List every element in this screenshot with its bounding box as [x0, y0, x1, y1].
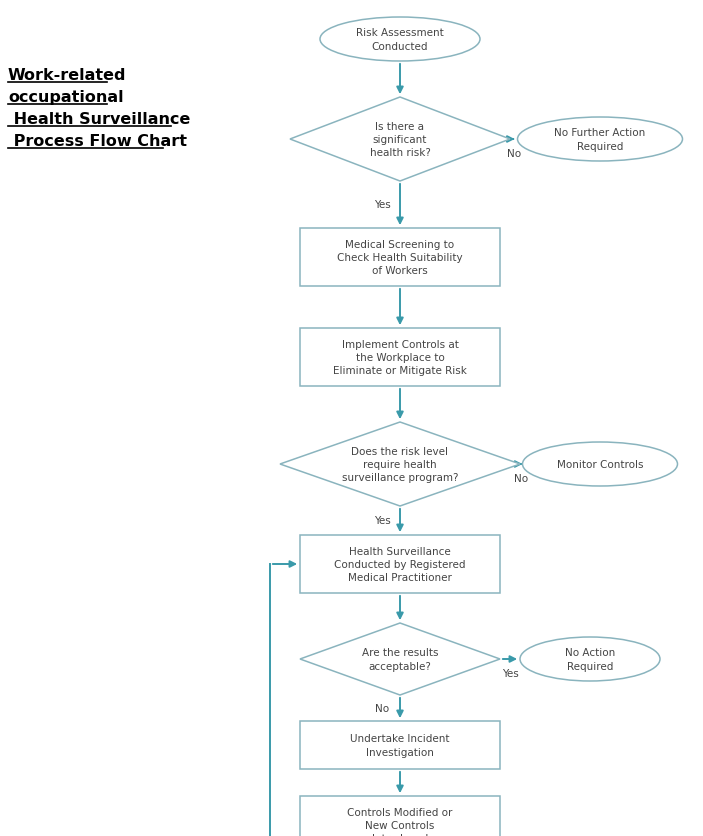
Ellipse shape: [517, 118, 683, 162]
Text: Health Surveillance
Conducted by Registered
Medical Practitioner: Health Surveillance Conducted by Registe…: [334, 546, 466, 583]
FancyBboxPatch shape: [300, 535, 500, 594]
Text: Work-related: Work-related: [8, 68, 127, 83]
Text: No: No: [507, 149, 521, 159]
Text: Health Surveillance: Health Surveillance: [8, 112, 191, 127]
Text: Undertake Incident
Investigation: Undertake Incident Investigation: [350, 733, 450, 757]
Text: occupational: occupational: [8, 90, 124, 104]
FancyBboxPatch shape: [300, 796, 500, 836]
FancyBboxPatch shape: [300, 229, 500, 287]
Text: Controls Modified or
New Controls
Introduced: Controls Modified or New Controls Introd…: [347, 807, 453, 836]
Polygon shape: [280, 422, 520, 507]
Text: Yes: Yes: [373, 516, 390, 526]
Polygon shape: [300, 624, 500, 696]
Text: Medical Screening to
Check Health Suitability
of Workers: Medical Screening to Check Health Suitab…: [337, 239, 463, 276]
Text: Are the results
acceptable?: Are the results acceptable?: [362, 648, 438, 670]
Text: Process Flow Chart: Process Flow Chart: [8, 134, 187, 149]
Text: Does the risk level
require health
surveillance program?: Does the risk level require health surve…: [342, 446, 458, 482]
FancyBboxPatch shape: [300, 721, 500, 769]
Text: Yes: Yes: [373, 201, 390, 210]
Text: No Action
Required: No Action Required: [565, 648, 615, 670]
Text: Is there a
significant
health risk?: Is there a significant health risk?: [370, 122, 430, 158]
Text: No Further Action
Required: No Further Action Required: [555, 128, 645, 151]
Text: Monitor Controls: Monitor Controls: [557, 460, 643, 470]
Text: Implement Controls at
the Workplace to
Eliminate or Mitigate Risk: Implement Controls at the Workplace to E…: [333, 339, 467, 375]
Text: No: No: [375, 703, 389, 713]
Ellipse shape: [520, 637, 660, 681]
Ellipse shape: [522, 442, 678, 487]
Text: Risk Assessment
Conducted: Risk Assessment Conducted: [356, 28, 444, 52]
Text: Yes: Yes: [502, 668, 518, 678]
Polygon shape: [290, 98, 510, 181]
FancyBboxPatch shape: [300, 329, 500, 386]
Text: No: No: [514, 473, 529, 483]
Ellipse shape: [320, 18, 480, 62]
